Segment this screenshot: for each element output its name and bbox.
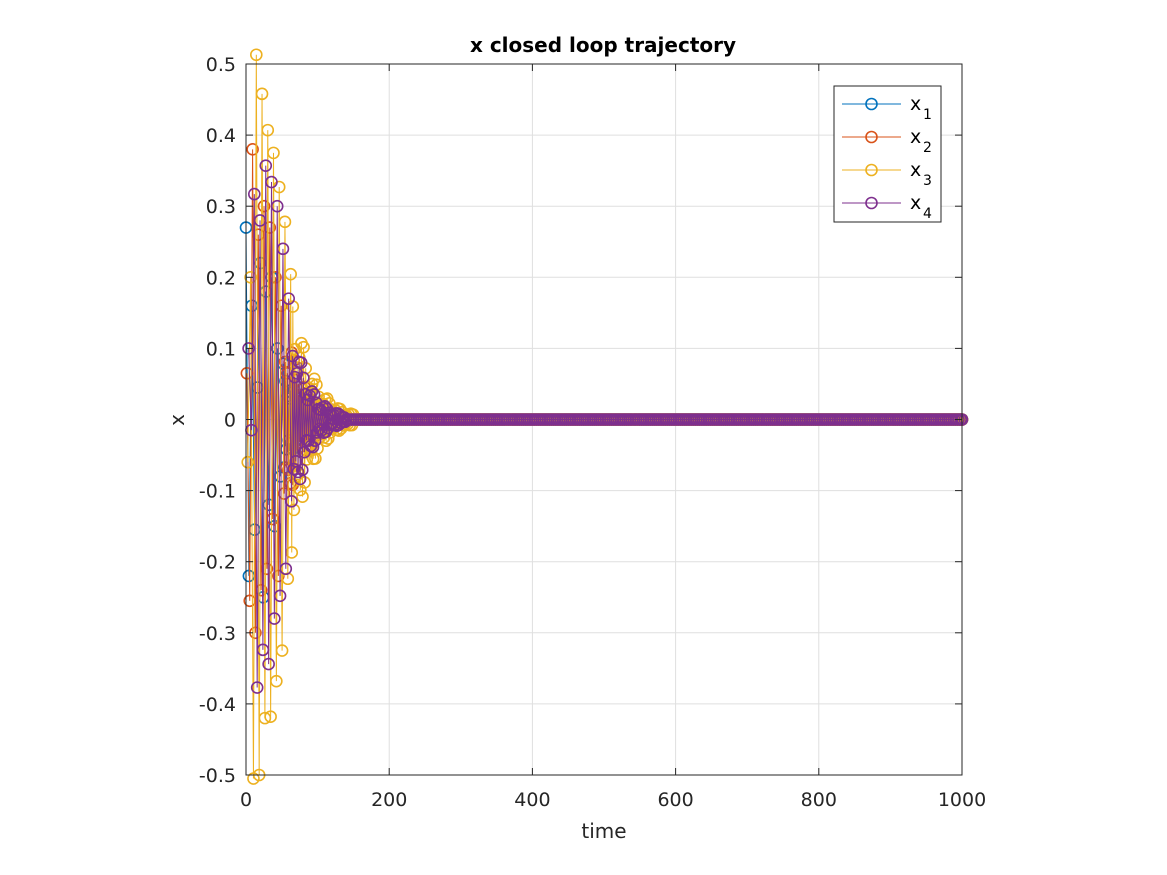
legend-marker	[865, 130, 878, 144]
data-point	[307, 388, 321, 401]
y-axis-label: x	[165, 414, 189, 426]
legend-marker	[865, 163, 878, 177]
legend-subscript: 1	[923, 107, 932, 123]
data-point	[287, 503, 301, 517]
legend-subscript: 4	[923, 206, 932, 222]
legend-label: x	[910, 159, 921, 181]
data-point	[264, 710, 277, 724]
data-point	[259, 159, 273, 172]
data-point	[250, 681, 264, 694]
data-point	[268, 612, 281, 625]
plot-series	[239, 48, 969, 785]
data-point	[269, 270, 282, 284]
data-point	[293, 472, 307, 486]
data-point	[241, 455, 255, 469]
x-tick-label: 0	[240, 789, 252, 811]
data-point	[277, 487, 291, 500]
data-point	[270, 674, 283, 688]
data-point	[243, 594, 257, 608]
legend-label: x	[910, 192, 921, 214]
legend: x 1x 2x 3x 4	[833, 85, 942, 223]
legend-subscript: 2	[923, 140, 932, 156]
x-tick-label: 600	[657, 789, 693, 811]
data-point	[294, 356, 308, 369]
data-point	[278, 215, 292, 229]
data-point	[254, 583, 268, 597]
y-tick-label: -0.5	[199, 765, 236, 787]
y-axis-ticks: -0.5 -0.4 -0.3 -0.2 -0.1 0 0.1 0.2 0.3 0.4 0.5	[199, 54, 962, 787]
data-point	[284, 267, 297, 281]
data-point	[279, 562, 293, 576]
legend-label: x	[910, 93, 921, 115]
y-tick-label: -0.1	[199, 481, 236, 503]
data-point	[270, 199, 284, 213]
data-point	[267, 146, 280, 160]
chart-title: x closed loop trajectory	[470, 33, 736, 57]
data-point	[302, 434, 316, 447]
series-x4	[242, 159, 969, 694]
legend-marker	[865, 97, 878, 111]
data-point	[297, 371, 310, 385]
legend-subscript: 3	[923, 173, 932, 189]
y-tick-label: 0.4	[206, 125, 236, 147]
y-tick-label: -0.2	[199, 552, 236, 574]
x-tick-label: 800	[801, 789, 837, 811]
data-point	[314, 403, 327, 417]
x-tick-label: 1000	[938, 789, 986, 811]
y-tick-label: 0	[224, 410, 236, 432]
x-axis-label: time	[581, 819, 626, 843]
data-point	[253, 214, 267, 227]
data-point	[285, 494, 298, 508]
y-tick-label: -0.3	[199, 623, 236, 645]
y-tick-label: 0.1	[206, 338, 236, 360]
y-tick-label: 0.5	[206, 54, 236, 76]
data-point	[242, 342, 255, 355]
data-point	[305, 385, 319, 398]
data-point	[308, 434, 322, 447]
legend-box	[833, 85, 942, 223]
data-point	[258, 711, 272, 725]
y-tick-label: 0.3	[206, 196, 236, 218]
x-tick-label: 400	[514, 789, 550, 811]
data-point	[261, 123, 275, 137]
y-tick-label: 0.2	[206, 267, 236, 289]
data-point	[250, 48, 263, 62]
data-point	[244, 270, 257, 284]
x-axis-ticks: 0 200 400 600 800 1000	[240, 64, 986, 811]
data-point	[282, 292, 295, 305]
data-point	[306, 440, 320, 454]
data-point	[266, 512, 279, 526]
data-point	[275, 644, 289, 657]
data-point	[296, 490, 309, 503]
y-tick-label: -0.4	[199, 694, 236, 716]
data-point	[276, 242, 290, 256]
legend-marker	[865, 196, 878, 210]
data-point	[265, 175, 278, 189]
data-point	[295, 463, 309, 477]
data-point	[313, 422, 326, 436]
data-point	[256, 643, 270, 657]
data-point	[297, 340, 310, 354]
data-point	[257, 199, 271, 213]
data-point	[246, 143, 259, 156]
data-point	[248, 187, 261, 201]
data-point	[263, 221, 277, 234]
data-point	[260, 562, 274, 576]
data-point	[318, 399, 332, 413]
legend-label: x	[910, 126, 921, 148]
data-point	[262, 657, 275, 671]
data-point	[273, 589, 287, 603]
data-point	[252, 228, 265, 241]
data-point	[255, 87, 269, 101]
x-tick-label: 200	[371, 789, 407, 811]
